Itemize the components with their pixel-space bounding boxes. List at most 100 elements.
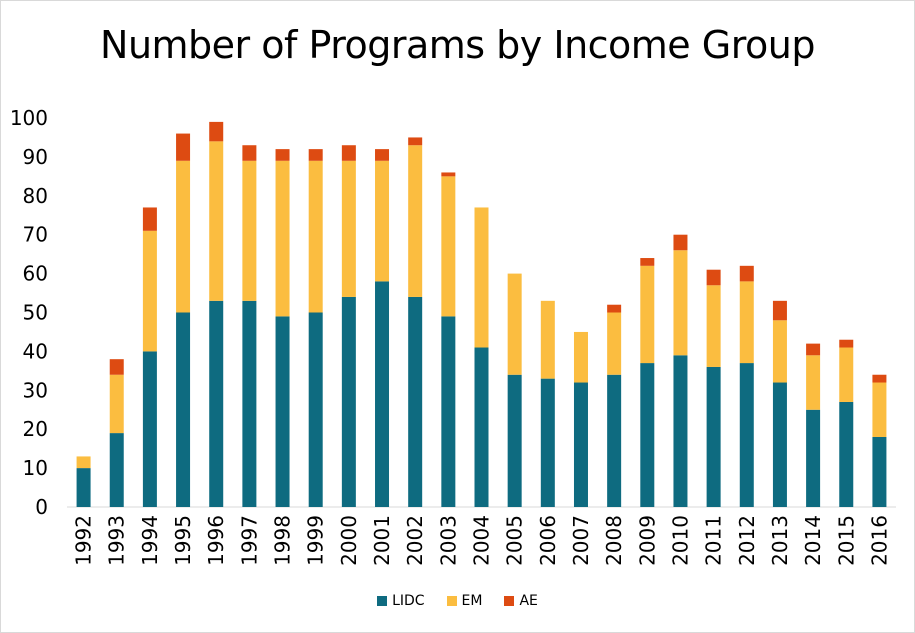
bar-ae-2011	[706, 269, 721, 286]
bar-em-2000	[341, 160, 356, 297]
bar-lidc-1993	[109, 433, 124, 507]
bar-lidc-2010	[673, 355, 688, 507]
bar-em-2015	[839, 347, 854, 402]
bar-ae-2002	[408, 137, 423, 146]
bar-lidc-2005	[507, 374, 522, 507]
bar-em-1995	[176, 160, 191, 313]
bar-em-1998	[275, 160, 290, 317]
x-tick-label: 2005	[503, 515, 527, 566]
x-tick-label: 2012	[735, 515, 759, 566]
bar-em-2014	[806, 355, 821, 410]
x-tick-label: 2009	[635, 515, 659, 566]
y-tick-label: 0	[35, 495, 48, 519]
y-tick-label: 80	[23, 184, 48, 208]
x-tick-label: 2001	[370, 515, 394, 566]
bar-em-2003	[441, 176, 456, 317]
x-tick-label: 2006	[536, 515, 560, 566]
bar-ae-2014	[806, 343, 821, 356]
y-tick-label: 20	[23, 417, 48, 441]
bar-ae-2009	[640, 258, 655, 266]
y-tick-label: 50	[23, 301, 48, 325]
x-tick-label: 1995	[171, 515, 195, 566]
bar-em-1996	[209, 141, 224, 301]
legend-item-em: EM	[446, 593, 483, 609]
bar-ae-2012	[739, 265, 754, 282]
x-tick-label: 1998	[271, 515, 295, 566]
x-tick-label: 1997	[237, 515, 261, 566]
bar-lidc-1999	[308, 312, 323, 507]
bar-ae-2008	[607, 304, 622, 313]
bar-em-1993	[109, 374, 124, 434]
bar-ae-1998	[275, 149, 290, 161]
bar-em-2010	[673, 250, 688, 356]
chart-legend: LIDC EM AE	[1, 593, 914, 609]
bar-ae-2013	[772, 300, 787, 321]
bar-lidc-2003	[441, 316, 456, 507]
bar-lidc-2016	[872, 436, 887, 507]
legend-label: EM	[461, 593, 483, 609]
bar-lidc-1992	[76, 468, 91, 507]
bar-ae-2000	[341, 145, 356, 161]
x-tick-label: 2004	[470, 515, 494, 566]
y-tick-label: 60	[23, 262, 48, 286]
y-tick-label: 40	[23, 339, 48, 363]
bar-lidc-2014	[806, 409, 821, 507]
legend-item-ae: AE	[504, 593, 538, 609]
legend-label: AE	[519, 593, 538, 609]
bar-lidc-2015	[839, 401, 854, 507]
bar-lidc-1996	[209, 300, 224, 507]
bar-lidc-2002	[408, 296, 423, 507]
x-tick-label: 2013	[768, 515, 792, 566]
x-tick-label: 2002	[403, 515, 427, 566]
x-tick-label: 1992	[72, 515, 96, 566]
bar-ae-1999	[308, 149, 323, 161]
bar-lidc-1994	[142, 351, 157, 507]
y-tick-label: 30	[23, 378, 48, 402]
bar-em-1997	[242, 160, 257, 301]
bar-em-1992	[76, 456, 91, 469]
bar-ae-2003	[441, 172, 456, 177]
chart-title: Number of Programs by Income Group	[100, 23, 815, 67]
bar-lidc-1995	[176, 312, 191, 507]
bar-em-2013	[772, 320, 787, 383]
bar-ae-1995	[176, 133, 191, 161]
y-tick-label: 10	[23, 456, 48, 480]
x-tick-label: 2015	[834, 515, 858, 566]
bar-ae-1997	[242, 145, 257, 161]
bar-ae-1993	[109, 359, 124, 375]
bar-lidc-2001	[375, 281, 390, 507]
x-tick-label: 1999	[304, 515, 328, 566]
legend-label: LIDC	[392, 593, 425, 609]
bar-ae-1994	[142, 207, 157, 231]
bar-em-2007	[573, 331, 588, 383]
bar-em-2009	[640, 265, 655, 364]
bar-lidc-2009	[640, 363, 655, 507]
bar-em-2008	[607, 312, 622, 375]
bar-lidc-2012	[739, 363, 754, 507]
x-tick-label: 2016	[867, 515, 891, 566]
x-tick-label: 1994	[138, 515, 162, 566]
bar-em-1994	[142, 230, 157, 352]
legend-swatch	[446, 596, 457, 606]
legend-swatch	[504, 596, 515, 606]
bar-lidc-2007	[573, 382, 588, 507]
bar-em-1999	[308, 160, 323, 313]
y-tick-label: 70	[23, 223, 48, 247]
bar-em-2002	[408, 145, 423, 297]
bar-lidc-2008	[607, 374, 622, 507]
bar-lidc-2006	[540, 378, 555, 507]
bar-ae-2015	[839, 339, 854, 348]
x-tick-label: 1993	[105, 515, 129, 566]
x-tick-label: 2014	[801, 515, 825, 566]
x-tick-label: 1996	[204, 515, 228, 566]
bar-lidc-2004	[474, 347, 489, 507]
bar-em-2001	[375, 160, 390, 282]
legend-item-lidc: LIDC	[377, 593, 425, 609]
bar-ae-2001	[375, 149, 390, 161]
x-tick-label: 2008	[602, 515, 626, 566]
bar-em-2006	[540, 300, 555, 379]
bar-lidc-2011	[706, 366, 721, 507]
bar-lidc-2000	[341, 296, 356, 507]
bar-em-2004	[474, 207, 489, 348]
